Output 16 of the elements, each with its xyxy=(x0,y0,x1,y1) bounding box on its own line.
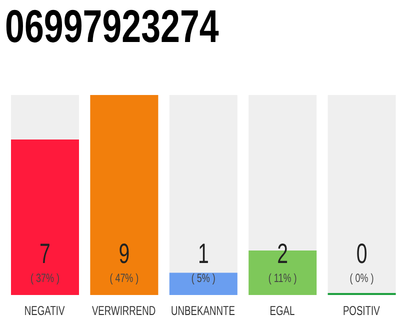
data-label: 9 xyxy=(118,238,130,270)
annotation: ( 47% ) xyxy=(110,272,139,286)
bar xyxy=(169,272,238,295)
annotation: ( 11% ) xyxy=(268,272,297,286)
x-tick-label: NEGATIV xyxy=(24,304,66,318)
x-tick-label: VERWIRREND xyxy=(92,304,156,318)
x-tick-label: POSITIV xyxy=(342,304,380,318)
x-tick-label: UNBEKANNTE xyxy=(171,304,236,318)
chart-title: 06997923274 xyxy=(5,0,219,52)
data-label: 7 xyxy=(40,238,50,270)
annotation: ( 0% ) xyxy=(350,272,374,286)
annotation: ( 5% ) xyxy=(191,272,216,286)
x-tick-label: EGAL xyxy=(270,304,295,318)
data-label: 0 xyxy=(356,238,368,270)
data-label: 1 xyxy=(198,238,209,270)
annotation: ( 37% ) xyxy=(30,272,60,286)
